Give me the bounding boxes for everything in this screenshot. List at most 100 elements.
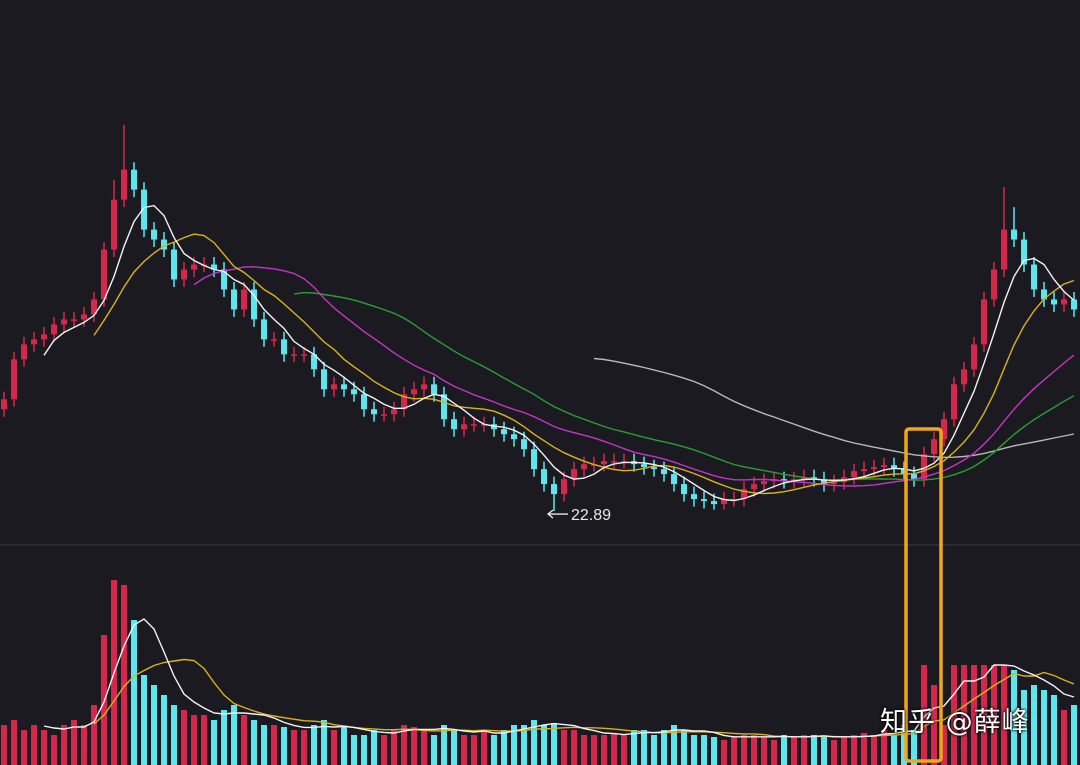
volume-bar (1, 725, 7, 765)
volume-bar (881, 730, 887, 765)
volume-bar (921, 665, 927, 765)
candle-body (191, 264, 197, 270)
volume-bar (721, 740, 727, 765)
volume-bar (1041, 690, 1047, 765)
volume-bar (151, 685, 157, 765)
ma5-line (43, 204, 1075, 502)
volume-bar (471, 735, 477, 765)
volume-bar (981, 665, 987, 765)
volume-bar (421, 730, 427, 765)
watermark: 知乎 @薛峰 (880, 707, 1030, 738)
volume-bar (491, 735, 497, 765)
candle-body (1011, 229, 1017, 240)
candle-body (451, 419, 457, 430)
candle-body (1021, 239, 1027, 265)
candle-body (421, 384, 427, 390)
volume-bar (751, 735, 757, 765)
volume-bar (711, 737, 717, 765)
candle-body (51, 324, 57, 335)
candle-body (971, 344, 977, 370)
candle-body (1001, 229, 1007, 270)
volume-bar (401, 725, 407, 765)
candle-body (981, 299, 987, 345)
candle-body (751, 484, 757, 490)
volume-bar (61, 725, 67, 765)
volume-bar (911, 730, 917, 765)
candle-body (281, 339, 287, 355)
volume-bar (1021, 690, 1027, 765)
low-price-label: 22.89 (571, 507, 611, 524)
candle-body (181, 269, 187, 280)
candle-body (331, 384, 337, 390)
volume-bar (451, 730, 457, 765)
volume-bar (891, 735, 897, 765)
volume-bar (461, 735, 467, 765)
candle-body (681, 484, 687, 495)
volume-bar (901, 725, 907, 765)
volume-bar (741, 735, 747, 765)
ma10-line (93, 233, 1075, 495)
volume-bar (441, 725, 447, 765)
volume-bar (91, 705, 97, 765)
candle-body (121, 169, 127, 200)
candle-body (851, 471, 857, 478)
volume-bar (851, 735, 857, 765)
candle-body (21, 344, 27, 360)
candle-body (441, 394, 447, 420)
candle-body (1, 399, 7, 410)
candle-body (961, 369, 967, 385)
candle-body (411, 389, 417, 395)
volume-bar (641, 730, 647, 765)
volume-bar (171, 705, 177, 765)
candle-body (611, 461, 617, 463)
volume-bar (391, 730, 397, 765)
volume-bar (691, 735, 697, 765)
candle-body (261, 319, 267, 340)
volume-bar (261, 725, 267, 765)
volume-bar (831, 740, 837, 765)
volume-bar (611, 733, 617, 765)
volume-bar (951, 665, 957, 765)
candle-body (721, 499, 727, 505)
candle-body (1061, 299, 1067, 305)
volume-bar (21, 730, 27, 765)
volume-bar (331, 730, 337, 765)
volume-bar (431, 735, 437, 765)
volume-bar (291, 730, 297, 765)
candle-body (821, 479, 827, 485)
ma30-line (293, 291, 1075, 482)
candle-body (671, 474, 677, 485)
volume-ma5-line (43, 618, 1075, 738)
volume-bar (321, 720, 327, 765)
volume-bar (621, 735, 627, 765)
candle-body (941, 419, 947, 440)
candle-body (241, 289, 247, 310)
candle-body (781, 479, 787, 482)
volume-bar (231, 705, 237, 765)
volume-bar (541, 725, 547, 765)
volume-bar (81, 725, 87, 765)
candle-body (171, 249, 177, 280)
candle-body (921, 454, 927, 480)
volume-bar (51, 735, 57, 765)
candle-body (61, 319, 67, 325)
volume-bar (941, 725, 947, 765)
candle-body (1041, 289, 1047, 300)
candle-body (391, 409, 397, 415)
candle-body (551, 484, 557, 495)
volume-bar (211, 720, 217, 765)
candle-body (911, 474, 917, 480)
candle-body (741, 489, 747, 500)
volume-bar (561, 730, 567, 765)
volume-bar (411, 727, 417, 765)
volume-bar (351, 735, 357, 765)
candle-body (1051, 299, 1057, 305)
candle-body (461, 424, 467, 430)
candle-body (361, 394, 367, 410)
volume-bar (31, 725, 37, 765)
volume-bar (271, 725, 277, 765)
volume-bar (1001, 665, 1007, 765)
volume-bar (121, 585, 127, 765)
volume-bar (371, 730, 377, 765)
candle-body (641, 464, 647, 468)
